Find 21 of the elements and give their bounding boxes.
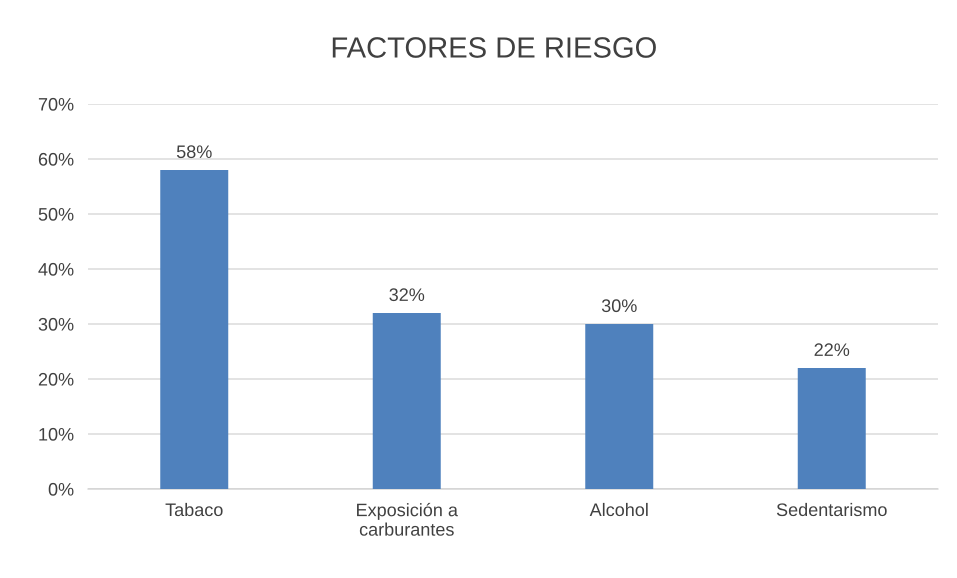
y-tick-label: 50% <box>38 208 74 221</box>
bar <box>160 170 228 489</box>
y-tick-label: 10% <box>39 428 74 441</box>
data-label: 22% <box>814 343 850 356</box>
x-tick-label: Exposición a carburantes <box>357 502 458 536</box>
data-label: 30% <box>602 299 637 312</box>
y-tick-label: 20% <box>38 372 74 386</box>
data-label: 58% <box>176 145 212 158</box>
x-tick-label: Sedentarismo <box>776 502 887 516</box>
x-tick-label: Alcohol <box>590 502 648 516</box>
chart-title: FACTORES DE RIESGO <box>332 37 656 58</box>
y-tick-label: 40% <box>38 262 74 276</box>
bar <box>372 313 441 489</box>
y-tick-label: 60% <box>38 152 74 166</box>
data-label: 32% <box>389 288 424 302</box>
y-tick-label: 70% <box>38 98 74 111</box>
x-tick-label: Tabaco <box>166 502 223 516</box>
bar <box>585 324 654 489</box>
y-tick-label: 30% <box>38 318 74 331</box>
y-tick-label: 0% <box>48 482 74 496</box>
bar <box>798 368 866 489</box>
